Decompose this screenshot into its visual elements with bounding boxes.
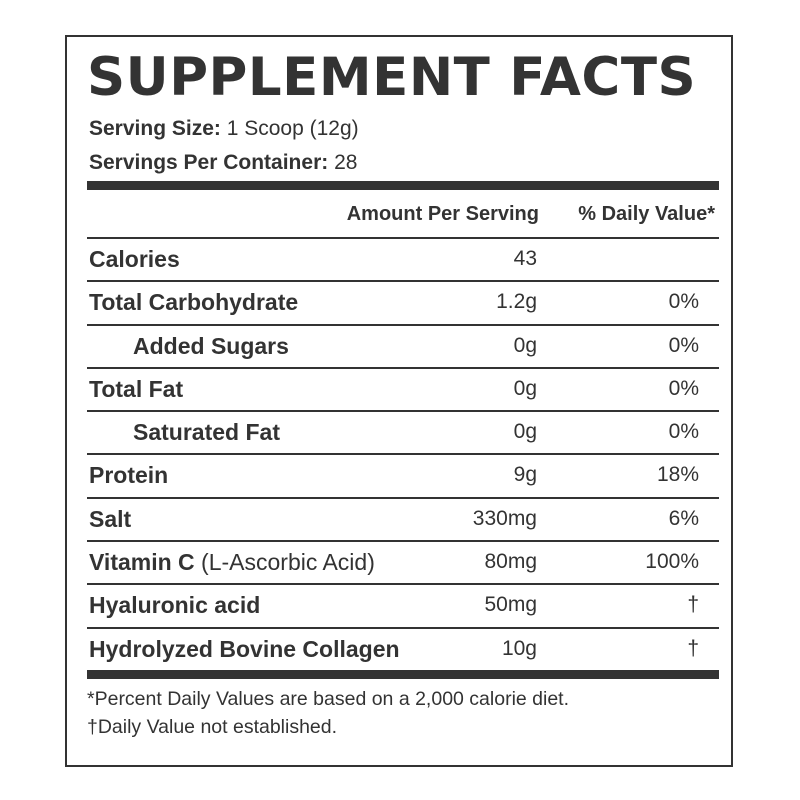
thick-divider-bottom — [87, 670, 719, 679]
servings-per-container: Servings Per Container: 28 — [89, 147, 357, 179]
servings-per-container-label: Servings Per Container: — [89, 151, 329, 174]
nutrient-label: Protein — [89, 462, 169, 489]
table-row: Calories 43 — [87, 237, 719, 280]
table-row: Total Carbohydrate 1.2g 0% — [87, 280, 719, 323]
nutrient-label: Total Carbohydrate — [89, 289, 299, 316]
daily-value: 0% — [668, 420, 699, 444]
nutrient-name: Total Fat — [89, 369, 183, 409]
daily-value: † — [687, 593, 699, 617]
nutrient-label: Hydrolyzed Bovine Collagen — [89, 635, 400, 662]
nutrient-name: Saturated Fat — [133, 412, 280, 452]
nutrient-label: Vitamin C — [89, 549, 195, 576]
amount-per-serving: 50mg — [484, 593, 537, 617]
nutrient-label: Saturated Fat — [133, 419, 280, 446]
nutrient-name: Added Sugars — [133, 326, 289, 366]
footnote-daily-values: *Percent Daily Values are based on a 2,0… — [87, 688, 570, 710]
nutrient-name: Protein — [89, 455, 168, 495]
table-row: Hydrolyzed Bovine Collagen 10g † — [87, 626, 719, 670]
amount-per-serving: 1.2g — [496, 290, 537, 314]
daily-value: 0% — [668, 376, 699, 400]
nutrient-label: Salt — [89, 505, 132, 532]
amount-per-serving: 0g — [513, 333, 537, 357]
table-row: Added Sugars 0g 0% — [87, 323, 719, 367]
daily-value: 0% — [668, 290, 699, 314]
daily-value: 100% — [645, 550, 699, 574]
nutrient-note: (L-Ascorbic Acid) — [201, 549, 375, 576]
nutrient-label: Hyaluronic acid — [89, 592, 261, 619]
amount-per-serving: 330mg — [472, 506, 537, 530]
nutrient-label: Total Fat — [89, 375, 184, 402]
nutrient-name: Salt — [89, 499, 131, 539]
amount-per-serving: 0g — [513, 376, 537, 400]
amount-per-serving: 43 — [513, 247, 537, 270]
nutrient-rows: Calories 43 Total Carbohydrate 1.2g 0% Added … — [87, 237, 719, 670]
daily-value: 0% — [668, 333, 699, 357]
nutrient-name: Calories — [89, 239, 180, 279]
serving-size: Serving Size: 1 Scoop (12g) — [89, 113, 359, 145]
daily-value: 18% — [656, 463, 699, 487]
daily-value: 6% — [668, 506, 699, 530]
serving-size-label: Serving Size: — [89, 117, 221, 140]
amount-per-serving: 10g — [501, 636, 537, 660]
supplement-facts-panel: SUPPLEMENT FACTS Serving Size: 1 Scoop (… — [65, 35, 733, 767]
nutrient-name: Vitamin C (L-Ascorbic Acid) — [89, 542, 375, 582]
table-header: Amount Per Serving % Daily Value* — [87, 195, 719, 233]
daily-value: † — [687, 636, 699, 660]
amount-per-serving-header: Amount Per Serving — [346, 203, 539, 225]
nutrient-label: Calories — [89, 246, 180, 272]
daily-value-header: % Daily Value* — [578, 203, 715, 225]
footnote-not-established: †Daily Value not established. — [87, 716, 338, 738]
nutrient-name: Hydrolyzed Bovine Collagen — [89, 629, 400, 669]
nutrient-label: Added Sugars — [133, 332, 289, 359]
table-row: Saturated Fat 0g 0% — [87, 410, 719, 453]
table-row: Salt 330mg 6% — [87, 496, 719, 540]
amount-per-serving: 0g — [513, 420, 537, 444]
table-row: Total Fat 0g 0% — [87, 366, 719, 410]
thick-divider-top — [87, 181, 719, 190]
table-row: Vitamin C (L-Ascorbic Acid) 80mg 100% — [87, 540, 719, 583]
panel-title: SUPPLEMENT FACTS — [87, 47, 697, 108]
table-row: Hyaluronic acid 50mg † — [87, 583, 719, 626]
amount-per-serving: 9g — [513, 463, 537, 487]
nutrient-name: Total Carbohydrate — [89, 282, 298, 322]
table-row: Protein 9g 18% — [87, 453, 719, 496]
amount-per-serving: 80mg — [484, 550, 537, 574]
servings-per-container-value: 28 — [334, 151, 358, 174]
serving-size-value: 1 Scoop (12g) — [226, 117, 359, 140]
nutrient-name: Hyaluronic acid — [89, 585, 260, 625]
